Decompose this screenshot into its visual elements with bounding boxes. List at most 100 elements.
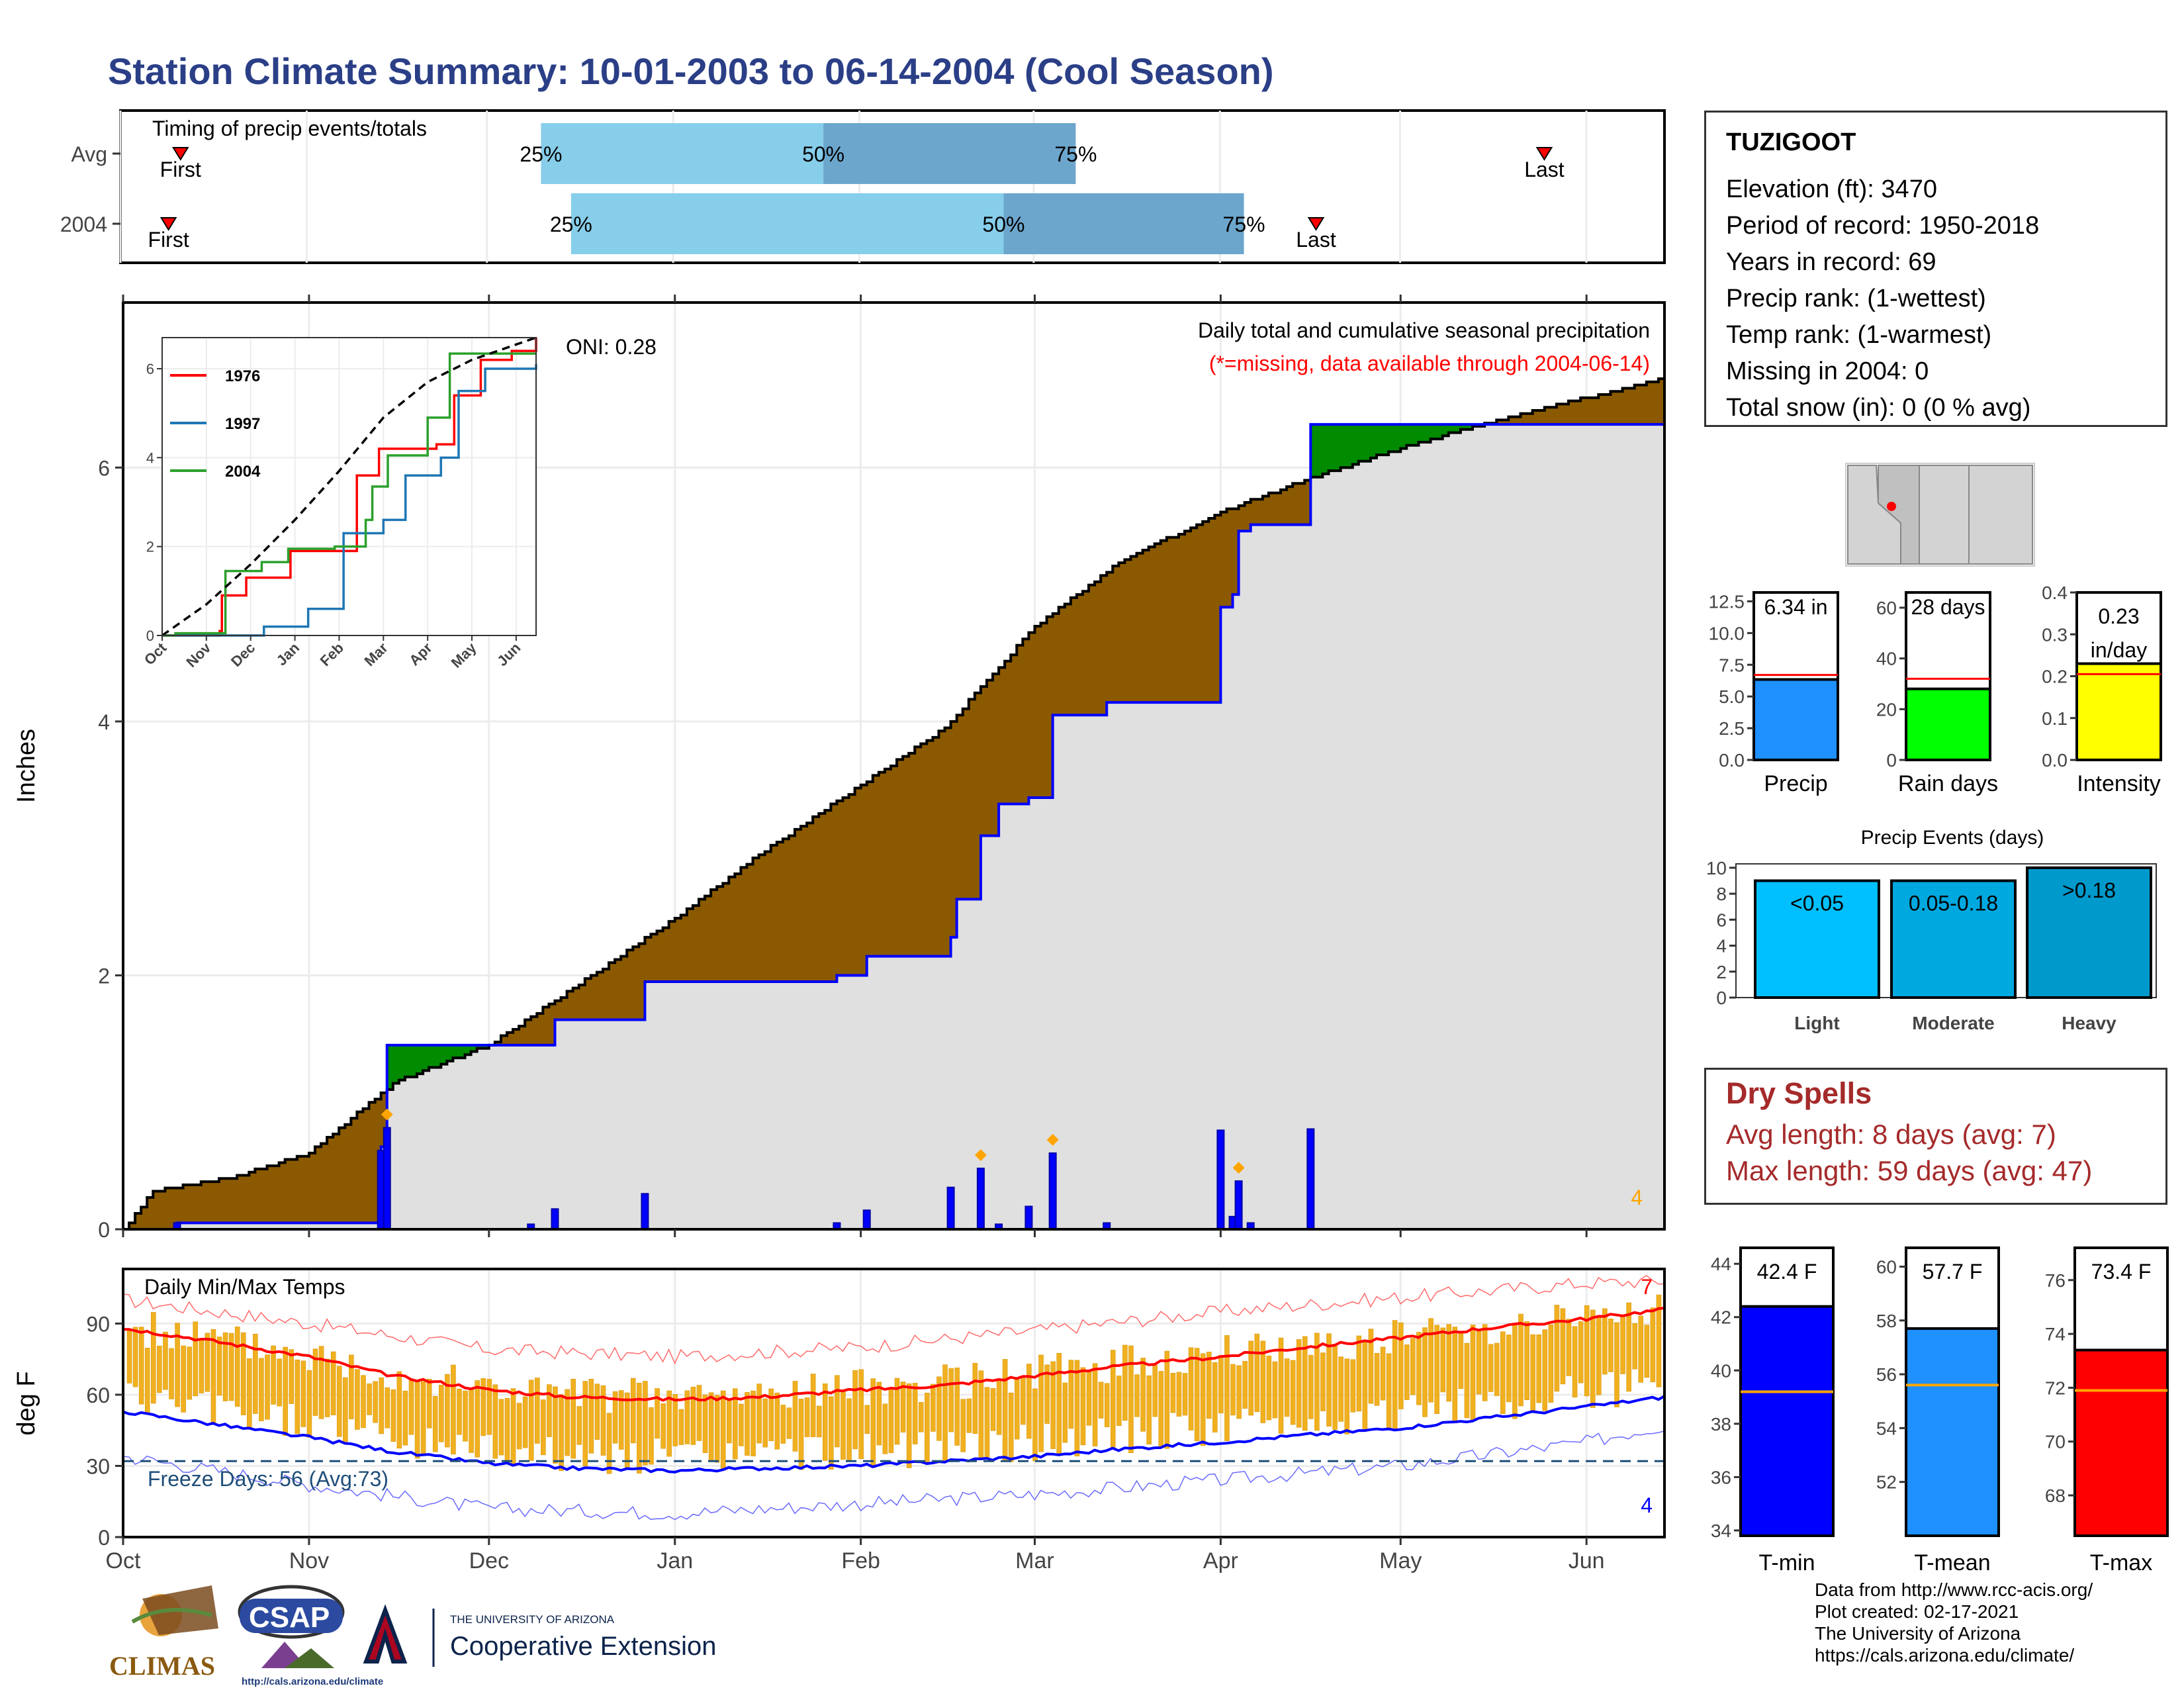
daily-temp-bar xyxy=(559,1394,564,1472)
timing-last-label: Last xyxy=(1296,228,1336,252)
daily-temp-bar xyxy=(1542,1329,1548,1411)
daily-temp-bar xyxy=(870,1378,876,1468)
daily-temp-bar xyxy=(330,1351,336,1415)
daily-temp-bar xyxy=(222,1332,228,1401)
daily-temp-bar xyxy=(1182,1373,1188,1416)
daily-temp-bar xyxy=(1224,1335,1230,1441)
timing-label: Timing of precip events/totals xyxy=(152,117,427,140)
station-period: Period of record: 1950-2018 xyxy=(1726,212,2040,240)
daily-temp-bar xyxy=(181,1345,186,1413)
mini-category-label: Precip xyxy=(1764,771,1827,796)
temps-x-tick-label: Apr xyxy=(1203,1548,1238,1573)
daily-temp-bar xyxy=(1554,1305,1560,1392)
daily-precip-bar xyxy=(1306,1128,1315,1231)
daily-temp-bar xyxy=(1620,1316,1625,1374)
daily-temp-bar xyxy=(1458,1332,1464,1389)
daily-temp-bar xyxy=(841,1391,846,1460)
daily-temp-bar xyxy=(1656,1294,1662,1387)
daily-temp-bar xyxy=(1428,1318,1433,1403)
daily-temp-bar xyxy=(1062,1382,1068,1443)
daily-temp-bar xyxy=(486,1379,492,1435)
inset-series-2004 xyxy=(162,352,536,637)
daily-temp-bar xyxy=(469,1388,474,1453)
temp-value-text: 57.7 F xyxy=(1923,1260,1983,1284)
daily-temp-bar xyxy=(942,1364,948,1462)
temp-y-tick-label: 36 xyxy=(1711,1467,1731,1487)
daily-temp-bar xyxy=(1326,1333,1332,1427)
temp-y-tick-label: 38 xyxy=(1711,1414,1731,1434)
daily-temp-bar xyxy=(1308,1354,1314,1419)
mini-value-bar xyxy=(1905,1327,2000,1538)
daily-temp-bar xyxy=(906,1383,912,1468)
daily-temp-bar xyxy=(708,1392,714,1461)
daily-temp-bar xyxy=(402,1390,408,1446)
daily-temp-bar xyxy=(1518,1313,1524,1407)
event-category-label: Moderate xyxy=(1912,1013,1994,1033)
daily-temp-bar xyxy=(349,1354,354,1419)
daily-temp-bar xyxy=(888,1387,894,1454)
daily-temp-bar xyxy=(816,1405,822,1438)
daily-temp-bar xyxy=(451,1364,456,1455)
event-category-label: Light xyxy=(1794,1013,1839,1033)
daily-temp-bar xyxy=(480,1378,486,1436)
daily-temp-bar xyxy=(1014,1378,1020,1440)
daily-temp-bar xyxy=(1608,1318,1614,1372)
mini-y-tick-label: 0.3 xyxy=(2042,624,2068,645)
mini-y-tick-label: 0.2 xyxy=(2042,667,2068,687)
temp-y-tick-label: 76 xyxy=(2045,1270,2066,1291)
timing-bar-q50-q75 xyxy=(1003,193,1244,254)
daily-temp-bar xyxy=(1188,1347,1194,1430)
daily-temp-bar xyxy=(1116,1376,1122,1426)
daily-temp-bar xyxy=(1248,1340,1254,1416)
daily-temp-bar xyxy=(726,1398,732,1444)
event-bar-text: <0.05 xyxy=(1790,891,1844,915)
daily-precip-bar xyxy=(1216,1129,1225,1231)
daily-temp-bar xyxy=(1002,1359,1008,1461)
timing-bar-q50-q75 xyxy=(823,123,1076,184)
daily-temp-bar xyxy=(1278,1337,1284,1434)
top-event-marker xyxy=(381,1108,393,1121)
daily-temp-bar xyxy=(420,1381,426,1454)
daily-temp-bar xyxy=(1266,1356,1272,1421)
station-temp-rank: Temp rank: (1-warmest) xyxy=(1726,321,1992,349)
mini-y-tick-label: 10.0 xyxy=(1709,623,1745,643)
daily-temp-bar xyxy=(1296,1339,1302,1428)
daily-temp-bar xyxy=(1302,1336,1308,1431)
record-max-line xyxy=(122,1274,1665,1365)
daily-temp-bar xyxy=(1410,1338,1416,1395)
mini-value-text: 0.23 xyxy=(2098,604,2139,628)
daily-temp-bar xyxy=(163,1331,168,1390)
daily-temp-bar xyxy=(271,1345,276,1405)
daily-temp-bar xyxy=(739,1403,744,1446)
daily-temp-bar xyxy=(745,1391,750,1456)
inset-average-line xyxy=(161,336,537,637)
daily-temp-bar xyxy=(643,1381,648,1466)
daily-temp-bar xyxy=(1290,1360,1296,1425)
credits-university: The University of Arizona xyxy=(1815,1623,2021,1644)
daily-temp-bar xyxy=(1236,1365,1242,1419)
mini-y-tick-label: 60 xyxy=(1876,598,1897,618)
daily-temp-bar xyxy=(1602,1308,1608,1375)
temps-x-tick-label: Oct xyxy=(106,1548,141,1573)
daily-temp-bar xyxy=(193,1321,199,1397)
event-bar xyxy=(2026,866,2152,1000)
timing-bar-q25-q50 xyxy=(541,123,824,184)
daily-temp-bar xyxy=(318,1346,324,1419)
timing-bar-q25-q50 xyxy=(570,193,1004,254)
daily-temp-bar xyxy=(312,1348,318,1416)
daily-temp-bar xyxy=(324,1358,330,1417)
daily-temp-bar xyxy=(660,1403,666,1449)
mini-value-bar xyxy=(1739,1305,1835,1537)
event-bar-text: >0.18 xyxy=(2062,878,2116,902)
mini-value-bar xyxy=(2073,1348,2169,1537)
daily-temp-bar xyxy=(900,1382,906,1432)
daily-temp-bar xyxy=(1026,1364,1032,1439)
daily-temp-bar xyxy=(978,1370,984,1460)
cumulative-2004-fill xyxy=(123,424,1664,1229)
event-bar xyxy=(1754,879,1880,999)
daily-precip-bar xyxy=(383,1127,391,1230)
station-location-marker xyxy=(1887,502,1896,511)
daily-temp-bar xyxy=(774,1392,780,1450)
mini-y-tick-label: 40 xyxy=(1876,649,1897,669)
daily-temp-bar xyxy=(690,1386,696,1445)
